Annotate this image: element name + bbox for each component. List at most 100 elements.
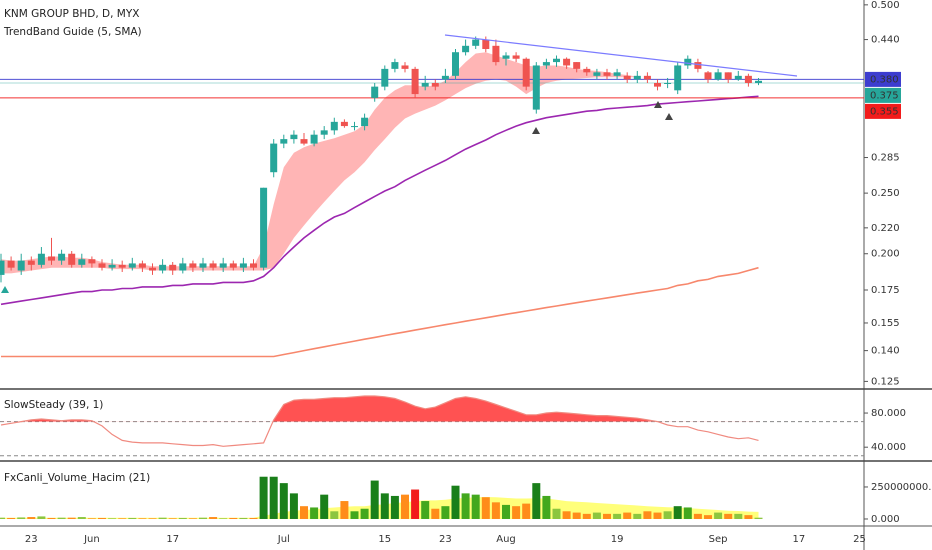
- candle-body: [199, 263, 207, 268]
- x-tick-label: 19: [611, 534, 624, 545]
- y-tick-label: 250000000.000: [871, 482, 932, 493]
- x-tick-label: 15: [378, 534, 391, 545]
- candle-body: [391, 62, 399, 69]
- signal-marker: [654, 101, 662, 108]
- candle-body: [694, 62, 702, 69]
- volume-bar: [693, 513, 702, 519]
- volume-bar: [67, 517, 76, 519]
- volume-bar: [168, 518, 177, 519]
- volume-bar: [128, 517, 137, 519]
- y-tick-label: 0.200: [871, 249, 900, 260]
- candle-body: [68, 253, 76, 265]
- volume-bar: [178, 517, 187, 519]
- volume-bar: [744, 515, 753, 519]
- candle-body: [169, 264, 177, 271]
- candle-body: [219, 263, 227, 268]
- volume-bar: [360, 508, 369, 519]
- candle-body: [583, 68, 591, 73]
- candle-body: [704, 72, 712, 80]
- x-tick-label: Aug: [496, 534, 516, 545]
- signal-marker: [1, 286, 9, 293]
- volume-bar: [663, 511, 672, 519]
- x-tick-label: 17: [793, 534, 806, 545]
- volume-bar: [603, 513, 611, 519]
- candle-body: [452, 52, 459, 76]
- volume-bar: [431, 508, 440, 519]
- oscillator-line: [0, 395, 759, 447]
- volume-bar: [481, 497, 490, 519]
- volume-bar: [683, 507, 692, 519]
- candle-body: [138, 263, 146, 268]
- volume-bar: [209, 517, 218, 519]
- volume-bar: [613, 513, 622, 519]
- price-label-box: [865, 103, 901, 119]
- candle-body: [270, 143, 278, 173]
- y-tick-label: 0.220: [871, 223, 900, 234]
- candle-body: [593, 72, 601, 76]
- candle-body: [229, 263, 237, 268]
- volume-bar: [188, 518, 197, 519]
- volume-bar: [441, 506, 450, 519]
- volume-bar: [704, 515, 712, 519]
- signal-marker: [665, 113, 673, 120]
- candle-body: [330, 121, 338, 131]
- volume-bar: [653, 512, 662, 519]
- trend-band: [1, 52, 638, 274]
- candle-body: [37, 253, 45, 265]
- y-tick-label: 0.125: [871, 376, 900, 387]
- candle-body: [553, 58, 560, 63]
- candle-body: [512, 55, 520, 59]
- x-tick-label: Jul: [277, 534, 290, 545]
- y-tick-label: 0.000: [871, 514, 900, 525]
- candle-body: [744, 75, 752, 83]
- candle-body: [633, 75, 641, 80]
- volume-bar: [401, 494, 409, 519]
- x-tick-label: 23: [25, 534, 38, 545]
- indicator-title: FxCanli_Volume_Hacim (21): [4, 472, 150, 484]
- volume-bar: [734, 513, 743, 519]
- y-tick-label: 40.000: [871, 442, 906, 453]
- chart-title: KNM GROUP BHD, D, MYX: [4, 8, 139, 20]
- volume-bar: [37, 516, 46, 519]
- volume-bar: [310, 507, 319, 519]
- x-tick-label: 17: [166, 534, 179, 545]
- price-label: 0.380: [870, 74, 899, 85]
- volume-bar: [380, 493, 389, 519]
- candle-body: [734, 75, 742, 80]
- candle-body: [623, 75, 631, 80]
- volume-bar: [350, 511, 359, 519]
- volume-bar: [269, 476, 278, 519]
- volume-bar: [390, 495, 399, 519]
- volume-bar: [259, 476, 268, 519]
- volume-bar: [108, 518, 117, 519]
- candle-body: [613, 72, 621, 76]
- candle-body: [462, 45, 470, 53]
- candle-body: [98, 263, 106, 268]
- candle-body: [401, 65, 409, 69]
- y-tick-label: 0.140: [871, 346, 900, 357]
- moving-average: [1, 266, 759, 358]
- moving-average: [0, 95, 759, 306]
- candle-body: [542, 62, 550, 66]
- price-label-box: [865, 87, 901, 103]
- volume-bar: [158, 517, 167, 519]
- x-tick-label: Jun: [83, 534, 100, 545]
- volume-bar: [411, 489, 420, 519]
- x-tick-label: 23: [439, 534, 452, 545]
- volume-bar: [633, 513, 642, 519]
- volume-bar: [7, 517, 16, 519]
- volume-bar: [623, 512, 632, 519]
- candle-body: [381, 68, 389, 87]
- candle-body: [603, 72, 611, 76]
- volume-bar: [512, 506, 521, 519]
- candle-body: [361, 117, 369, 127]
- volume-bar: [239, 517, 248, 519]
- candle-body: [0, 260, 5, 275]
- volume-bar: [562, 511, 571, 519]
- candle-body: [128, 263, 136, 268]
- volume-bar: [522, 503, 531, 519]
- candle-body: [411, 68, 419, 95]
- volume-bar: [714, 512, 723, 519]
- volume-bar: [502, 504, 510, 519]
